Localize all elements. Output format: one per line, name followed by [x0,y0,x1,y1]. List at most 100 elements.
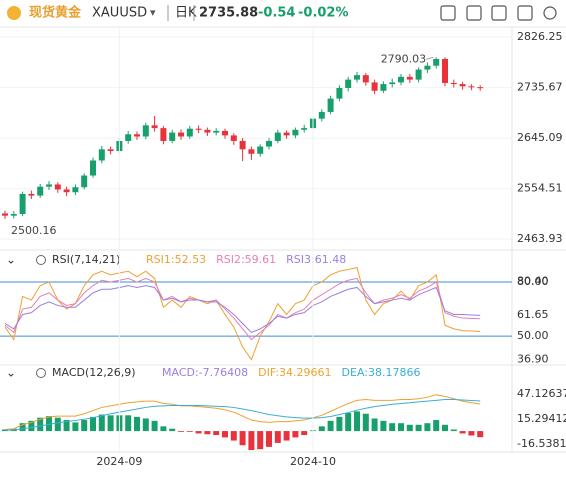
collapse-icon[interactable]: ⌄ [6,366,16,380]
settings-button[interactable] [543,6,557,20]
settings-icon[interactable] [36,255,46,265]
tool-button[interactable] [491,5,507,21]
candle-body [186,128,193,137]
x-tick-label: 2024-09 [96,455,142,468]
macd-bar [248,431,255,450]
macd-bar [160,426,167,432]
candle-body [362,75,369,83]
candle-body [213,130,220,133]
macd-bar [266,431,272,447]
y-tick-label: 61.65 [517,308,549,321]
candle-body [257,146,264,154]
macd-bar [468,431,475,436]
macd-bar [178,431,184,432]
legend-entry: DIF:34.29661 [258,366,331,379]
candle-body [266,140,272,147]
candle-body [142,125,149,137]
collapse-icon[interactable]: ⌄ [6,253,16,267]
indicator-line [4,285,481,334]
y-tick-label: 50.00 [517,329,549,342]
settings-icon[interactable] [36,368,46,378]
candle-body [81,175,88,188]
legend-entry: RSI3:61.48 [286,253,346,266]
y-tick-label: 15.29412 [517,412,566,425]
y-tick-label: 2735.67 [517,81,563,94]
macd-bar [354,411,360,432]
symbol-icon [7,6,21,20]
candle-body [19,193,26,214]
macd-bar [415,424,422,432]
macd-bar [90,416,96,432]
y-tick-label: 2554.51 [517,182,563,195]
indicator-title: MACD(12,26,9) [52,366,136,379]
legend-entry: RSI2:59.61 [216,253,276,266]
candle-body [354,75,360,80]
macd-bar [371,418,378,432]
candle-body [327,98,334,112]
dropdown[interactable]: ▾ [150,6,156,19]
candle-body [125,134,132,141]
y-tick-label: 47.12637 [517,387,566,400]
legend-entry: RSI1:52.53 [146,253,206,266]
candle-body [160,128,167,141]
annotation-leader [426,56,434,60]
macd-bar [195,431,202,434]
candle-body [37,186,44,196]
candle-body [151,125,158,129]
indicator-line [4,267,481,361]
macd-bar [169,428,176,432]
symbol-name: 现货黄金 [29,5,82,21]
change: -0.54 [258,6,295,21]
candle-body [2,213,8,216]
symbol-code: XAUUSD [92,6,147,21]
macd-bar [54,417,61,432]
macd-bar [19,423,26,432]
macd-bar [433,420,440,432]
y-tick-label: 2645.09 [517,131,563,144]
candle-body [72,187,79,193]
macd-bar [274,431,281,443]
macd-bar [424,423,431,432]
candle-body [406,76,413,80]
candle-body [380,84,387,91]
candle-body [468,86,475,88]
macd-bar [389,423,396,432]
candle-body [107,149,114,151]
indicator-line [4,399,481,431]
candle-body [301,128,308,130]
macd-bar [125,415,132,432]
candle-body [230,135,237,141]
candle-body [134,134,140,137]
candle-body [371,82,378,91]
macd-bar [318,426,325,432]
macd-bar [204,431,211,435]
macd-bar [134,416,140,432]
indicator-line [4,277,481,341]
candle-body [178,132,184,137]
candle-body [54,184,61,190]
change-pct: -0.02% [298,6,349,21]
macd-bar [46,416,52,432]
candle-body [318,111,325,119]
candle-body [222,130,228,136]
legend-entry: DEA:38.17866 [342,366,421,379]
toolbar [440,5,557,21]
legend-entry: MACD:-7.76408 [162,366,248,379]
macd-bar [63,420,70,432]
macd-bar [222,431,228,438]
indicator-title: RSI(7,14,21) [52,253,120,266]
y-tick-label: 2826.25 [517,30,563,43]
tool-button[interactable] [466,5,482,21]
period[interactable]: 日K [175,6,197,21]
macd-bar [362,413,369,432]
tool-button[interactable] [517,5,533,21]
macd-bar [283,431,290,441]
candle-body [389,82,396,85]
macd-bar [230,431,237,441]
tool-button[interactable] [440,5,456,21]
candle-body [415,69,422,80]
macd-bar [327,420,334,432]
candle-body [477,87,484,89]
